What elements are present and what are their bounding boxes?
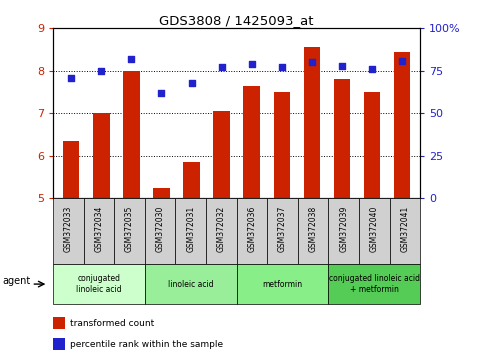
- Bar: [123, 71, 140, 198]
- Text: GSM372034: GSM372034: [95, 206, 103, 252]
- Text: GSM372033: GSM372033: [64, 206, 73, 252]
- Point: [338, 63, 346, 69]
- Text: GSM372041: GSM372041: [400, 206, 410, 252]
- Bar: [183, 162, 200, 198]
- Point: [128, 56, 135, 62]
- Point: [248, 61, 256, 67]
- Bar: [304, 47, 320, 198]
- Text: GSM372039: GSM372039: [339, 206, 348, 252]
- Text: metformin: metformin: [262, 280, 303, 289]
- Text: percentile rank within the sample: percentile rank within the sample: [70, 340, 223, 349]
- Text: GSM372040: GSM372040: [370, 206, 379, 252]
- Text: linoleic acid: linoleic acid: [168, 280, 213, 289]
- Bar: [63, 141, 80, 198]
- Point: [98, 68, 105, 74]
- Bar: [334, 79, 350, 198]
- Text: conjugated
linoleic acid: conjugated linoleic acid: [76, 274, 122, 294]
- Text: transformed count: transformed count: [70, 319, 154, 328]
- Point: [157, 90, 165, 96]
- Bar: [153, 188, 170, 198]
- Text: GSM372031: GSM372031: [186, 206, 195, 252]
- Point: [398, 58, 406, 63]
- Text: GDS3808 / 1425093_at: GDS3808 / 1425093_at: [159, 14, 314, 27]
- Bar: [213, 111, 230, 198]
- Point: [278, 64, 285, 70]
- Bar: [243, 86, 260, 198]
- Point: [67, 75, 75, 80]
- Text: agent: agent: [2, 275, 30, 286]
- Point: [368, 66, 376, 72]
- Point: [218, 64, 226, 70]
- Text: GSM372036: GSM372036: [247, 206, 256, 252]
- Bar: [394, 52, 411, 198]
- Text: conjugated linoleic acid
+ metformin: conjugated linoleic acid + metformin: [329, 274, 420, 294]
- Bar: [93, 113, 110, 198]
- Bar: [364, 92, 380, 198]
- Text: GSM372032: GSM372032: [217, 206, 226, 252]
- Point: [188, 80, 196, 86]
- Point: [308, 59, 316, 65]
- Text: GSM372038: GSM372038: [309, 206, 318, 252]
- Text: GSM372035: GSM372035: [125, 206, 134, 252]
- Bar: [273, 92, 290, 198]
- Text: GSM372037: GSM372037: [278, 206, 287, 252]
- Text: GSM372030: GSM372030: [156, 206, 165, 252]
